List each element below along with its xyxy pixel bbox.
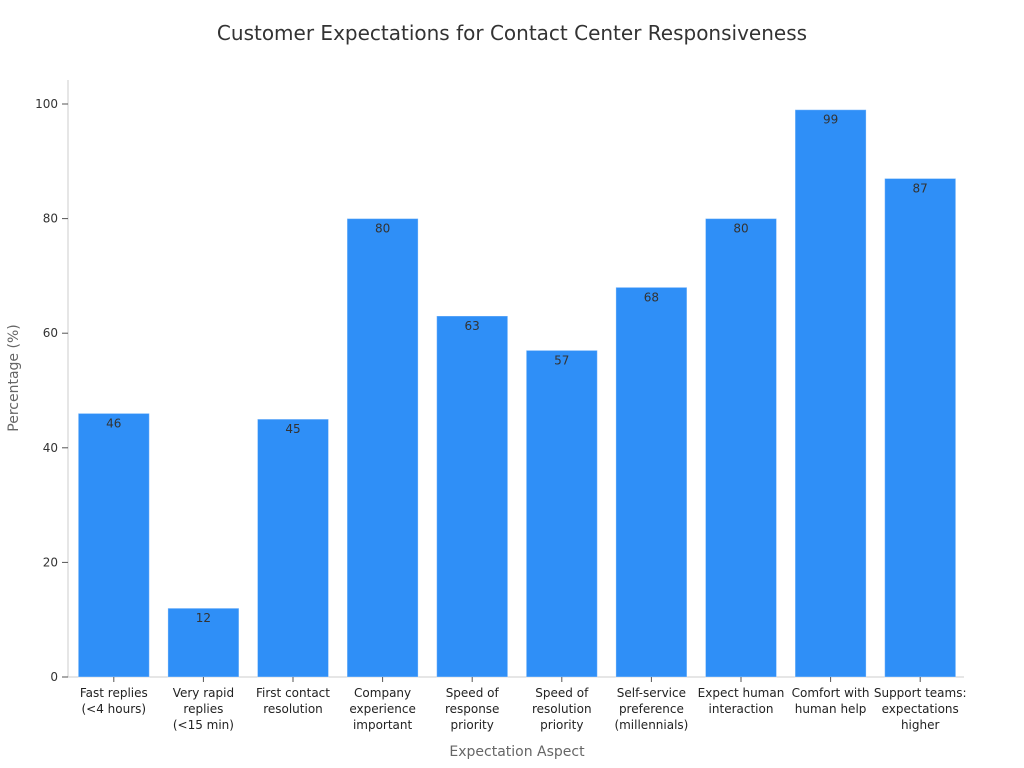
x-tick-label-line: preference <box>619 702 684 716</box>
x-tick-label-line: Company <box>354 686 411 700</box>
bar-value-label: 80 <box>375 222 390 236</box>
x-tick-label-line: (<15 min) <box>173 718 234 732</box>
x-tick-label-line: Self-service <box>617 686 686 700</box>
bar <box>705 218 777 678</box>
x-tick-label: Expect human interaction <box>698 686 785 716</box>
x-tick-label-line: (millennials) <box>614 718 688 732</box>
y-tick-label: 40 <box>43 441 58 455</box>
x-tick-label-line: replies <box>183 702 223 716</box>
bar <box>884 177 957 678</box>
x-tick-label: Comfort with human help <box>792 686 870 716</box>
bar-value-label: 87 <box>913 181 928 195</box>
y-tick-label: 80 <box>43 212 58 226</box>
x-tick-label-line: First contact <box>256 686 330 700</box>
x-tick-label-line: Speed of <box>535 686 589 700</box>
y-axis-ticks: 0 20 40 60 80 100 <box>35 97 68 684</box>
y-tick-label: 20 <box>43 555 58 569</box>
bar-value-label: 45 <box>285 422 300 436</box>
x-tick-label-line: Comfort with <box>792 686 870 700</box>
x-tick-label: Support teams: expectations higher <box>874 686 967 732</box>
x-tick-label-line: human help <box>795 702 867 716</box>
x-tick-label-line: resolution <box>263 702 323 716</box>
bar <box>794 109 867 678</box>
x-tick-label-line: interaction <box>709 702 774 716</box>
bar-value-label: 12 <box>196 611 211 625</box>
bar <box>77 412 150 678</box>
bar-value-label: 46 <box>106 416 121 430</box>
y-axis-label: Percentage (%) <box>6 324 22 431</box>
x-tick-label-line: Speed of <box>446 686 500 700</box>
x-axis-category-labels: Fast replies (<4 hours) Very rapid replies (… <box>80 677 967 732</box>
bar-value-label: 99 <box>823 113 838 127</box>
x-tick-label-line: expectations <box>882 702 959 716</box>
x-tick-label-line: (<4 hours) <box>81 702 146 716</box>
x-tick-label-line: priority <box>540 718 583 732</box>
x-tick-label: First contact resolution <box>256 686 330 716</box>
x-tick-label: Fast replies (<4 hours) <box>80 686 148 716</box>
x-tick-label-line: higher <box>901 718 940 732</box>
bar-value-label: 68 <box>644 290 659 304</box>
bar <box>436 315 509 678</box>
x-tick-label-line: Very rapid <box>173 686 234 700</box>
bar-value-label: 63 <box>465 319 480 333</box>
x-tick-label-line: priority <box>451 718 494 732</box>
x-tick-label-line: important <box>353 718 413 732</box>
bar-value-label: 57 <box>554 353 569 367</box>
x-tick-label-line: response <box>445 702 500 716</box>
x-tick-label-line: experience <box>349 702 416 716</box>
x-tick-label-line: resolution <box>532 702 592 716</box>
bar <box>257 418 329 678</box>
x-tick-label-line: Expect human <box>698 686 785 700</box>
y-tick-label: 100 <box>35 97 58 111</box>
x-tick-label: Speed of response priority <box>445 686 500 732</box>
x-axis-label: Expectation Aspect <box>449 744 585 760</box>
x-tick-label: Speed of resolution priority <box>532 686 592 732</box>
bar <box>615 286 688 678</box>
bar <box>346 218 419 678</box>
x-tick-label-line: Fast replies <box>80 686 148 700</box>
y-tick-label: 0 <box>50 670 58 684</box>
y-tick-label: 60 <box>43 326 58 340</box>
x-tick-label: Self-service preference (millennials) <box>614 686 688 732</box>
bars: 46 12 45 80 63 57 68 80 99 87 <box>77 109 957 678</box>
bar <box>525 349 598 678</box>
bar <box>167 607 240 678</box>
chart-title: Customer Expectations for Contact Center… <box>217 21 807 45</box>
bar-value-label: 80 <box>733 222 748 236</box>
x-tick-label: Very rapid replies (<15 min) <box>173 686 234 732</box>
x-tick-label-line: Support teams: <box>874 686 967 700</box>
x-tick-label: Company experience important <box>349 686 416 732</box>
